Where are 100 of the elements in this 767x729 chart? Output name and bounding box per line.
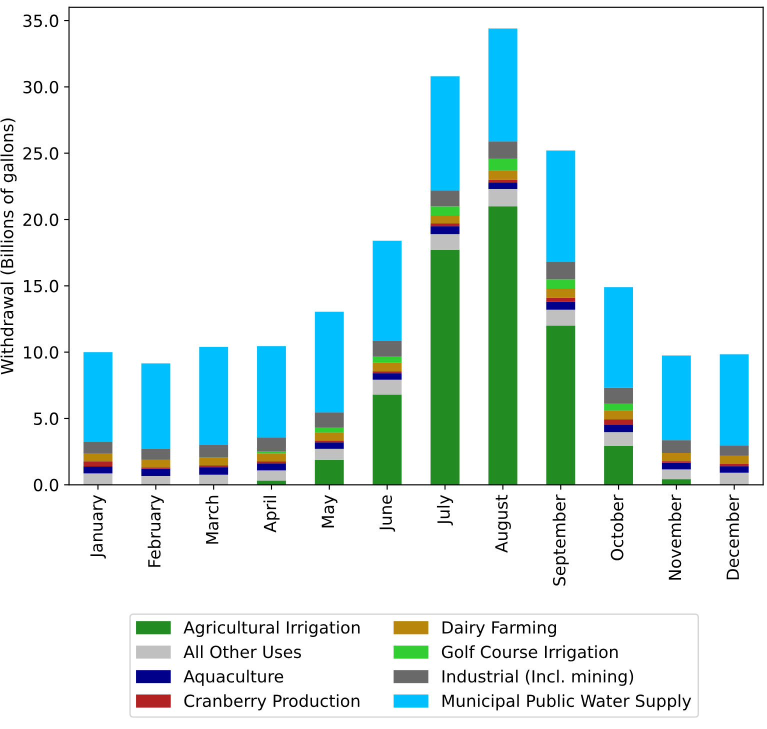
bar [199, 444, 228, 458]
bar [604, 424, 634, 432]
bar [430, 216, 460, 224]
bar [430, 190, 460, 206]
bar [604, 287, 634, 388]
bar [488, 158, 518, 170]
bar [314, 412, 344, 428]
bar [604, 388, 634, 404]
legend-label: Industrial (Incl. mining) [442, 670, 634, 686]
bar [372, 341, 402, 357]
bar [257, 453, 286, 462]
bar [83, 442, 112, 454]
bar [314, 428, 344, 432]
bar [546, 279, 576, 288]
bar [662, 440, 691, 453]
bar [372, 356, 402, 363]
bar [488, 170, 518, 180]
bar [720, 445, 749, 456]
bar [546, 288, 576, 298]
bar [546, 302, 576, 310]
bar [430, 234, 460, 250]
bar [430, 223, 460, 226]
bar [662, 462, 691, 470]
bar [141, 448, 170, 460]
bar [314, 448, 344, 460]
bar [199, 474, 228, 485]
bar [604, 446, 634, 485]
bar [372, 240, 402, 342]
bar [372, 380, 402, 395]
bar [546, 150, 576, 262]
bar [141, 460, 170, 468]
bar [720, 354, 749, 446]
bar [83, 466, 112, 474]
bar [488, 28, 518, 142]
bar [720, 466, 749, 473]
bar [314, 460, 344, 485]
x-tick-label: January [90, 495, 106, 559]
y-tick-label: 30.0 [23, 80, 58, 94]
bar [488, 180, 518, 182]
bar [488, 182, 518, 190]
bar [83, 473, 112, 485]
bar [662, 355, 691, 440]
legend-label: All Other Uses [184, 645, 301, 658]
x-tick-label: March [206, 496, 218, 544]
bar [488, 206, 518, 485]
bar [430, 226, 460, 234]
bar [720, 464, 749, 466]
bar [662, 469, 691, 480]
bar [604, 403, 634, 410]
bar [604, 432, 634, 446]
bar [314, 312, 344, 412]
bar [720, 472, 749, 485]
legend-label: Golf Course Irrigation [442, 645, 618, 662]
bar [141, 476, 170, 485]
y-tick-label: 25.0 [23, 147, 58, 160]
y-tick-label: 15.0 [24, 280, 58, 292]
x-tick-label: October [610, 494, 624, 560]
y-tick-label: 10.0 [24, 346, 58, 359]
y-tick-label: 5.0 [34, 412, 58, 426]
bar [141, 468, 170, 476]
bar [604, 420, 634, 425]
x-tick-label: May [322, 495, 338, 528]
legend-label: Dairy Farming [442, 620, 556, 637]
y-tick-label: 0.0 [34, 478, 58, 492]
bar [314, 432, 344, 441]
bar [430, 76, 460, 190]
bar [257, 470, 286, 481]
bar [199, 467, 228, 475]
bar [83, 454, 112, 462]
bar [546, 310, 576, 326]
y-axis-title: Withdrawal (Billions of gallons) [0, 118, 17, 374]
y-tick-label: 20.0 [23, 213, 58, 226]
x-tick-label: February [148, 495, 164, 567]
bar [141, 363, 170, 449]
bar [83, 461, 112, 466]
x-tick-label: December [726, 494, 740, 580]
bar [257, 346, 286, 438]
bar [372, 394, 402, 485]
legend-label: Agricultural Irrigation [184, 620, 360, 637]
bar [546, 262, 576, 280]
legend-label: Municipal Public Water Supply [442, 694, 692, 710]
x-tick-label: August [495, 494, 511, 553]
bar [546, 326, 576, 485]
legend-label: Cranberry Production [184, 694, 360, 710]
bar [372, 362, 402, 372]
x-tick-label: November [668, 494, 682, 580]
x-tick-label: September [552, 494, 569, 586]
bar [488, 141, 518, 158]
y-tick-label: 35.0 [23, 14, 58, 28]
bar [720, 455, 749, 464]
x-tick-label: June [380, 495, 396, 532]
bar [199, 346, 228, 445]
bar [83, 352, 112, 442]
bar [372, 373, 402, 380]
x-tick-label: July [436, 495, 454, 526]
bar [604, 410, 634, 420]
bar [257, 463, 286, 470]
bar [430, 206, 460, 216]
x-tick-label: April [263, 496, 280, 532]
bar [257, 437, 286, 452]
